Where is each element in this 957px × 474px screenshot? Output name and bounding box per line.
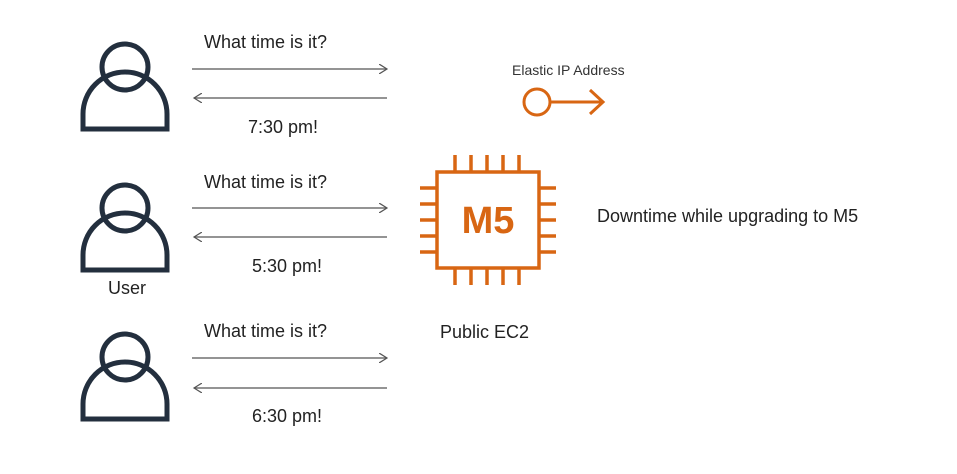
ec2-label: Public EC2: [440, 322, 530, 342]
request-text: What time is it?: [204, 32, 328, 52]
request-text: What time is it?: [204, 321, 328, 341]
user-label: User: [108, 278, 147, 298]
user-icon: [80, 41, 170, 132]
ec2-instance-chip-icon: [420, 155, 556, 285]
elastic-ip-icon: [522, 87, 606, 117]
response-text: 5:30 pm!: [252, 256, 323, 276]
response-text: 7:30 pm!: [248, 117, 319, 137]
elastic-ip-label: Elastic IP Address: [512, 62, 625, 78]
response-text: 6:30 pm!: [252, 406, 323, 426]
user-icon: [80, 331, 170, 422]
user-icon: [80, 182, 170, 273]
chip-text: M5: [462, 200, 515, 242]
downtime-note: Downtime while upgrading to M5: [597, 206, 859, 226]
request-text: What time is it?: [204, 172, 328, 192]
